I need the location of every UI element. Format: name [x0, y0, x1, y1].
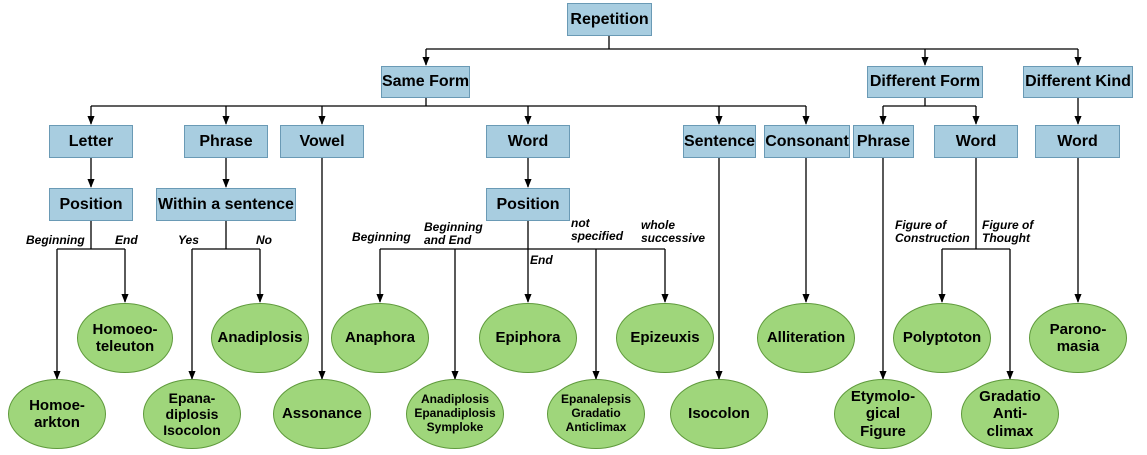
label-not-specified: not specified: [571, 216, 624, 244]
label-beginning-and-end: Beginning and End: [424, 220, 483, 248]
node-within-sentence: Within a sentence: [156, 188, 296, 221]
node-df-word: Word: [934, 125, 1018, 158]
leaf-anadiplosis-group: Anadiplosis Epanadiplosis Symploke: [406, 379, 504, 449]
node-repetition: Repetition: [567, 3, 652, 36]
leaf-polyptoton: Polyptoton: [893, 303, 991, 373]
node-letter: Letter: [49, 125, 133, 158]
node-vowel: Vowel: [280, 125, 364, 158]
label-whole-successive: whole successive: [641, 218, 706, 246]
leaf-anadiplosis: Anadiplosis: [211, 303, 309, 373]
node-sentence: Sentence: [683, 125, 756, 158]
label-beginning-letter: Beginning: [26, 233, 85, 247]
leaf-homoeoteleuton: Homoeo- teleuton: [77, 303, 173, 373]
node-different-kind: Different Kind: [1023, 66, 1133, 98]
leaf-epiphora: Epiphora: [479, 303, 577, 373]
label-yes: Yes: [178, 233, 199, 247]
label-figure-construction: Figure of Construction: [895, 218, 970, 246]
leaf-epanalepsis-group: Epanalepsis Gradatio Anticlimax: [547, 379, 645, 449]
leaf-anaphora: Anaphora: [331, 303, 429, 373]
leaf-homoeoarkton: Homoe- arkton: [8, 379, 106, 449]
leaf-etymological-figure: Etymolo- gical Figure: [834, 379, 932, 449]
label-figure-thought: Figure of Thought: [982, 218, 1034, 246]
leaf-epizeuxis: Epizeuxis: [616, 303, 714, 373]
leaf-isocolon: Isocolon: [670, 379, 768, 449]
leaf-gradatio-anticlimax: Gradatio Anti- climax: [961, 379, 1059, 449]
node-different-form: Different Form: [867, 66, 983, 98]
label-end-word: End: [530, 253, 553, 267]
node-word: Word: [486, 125, 570, 158]
node-word-position: Position: [486, 188, 570, 221]
leaf-alliteration: Alliteration: [757, 303, 855, 373]
leaf-epanadiplosis-isocolon: Epana- diplosis Isocolon: [143, 379, 241, 449]
node-phrase: Phrase: [184, 125, 268, 158]
node-same-form: Same Form: [381, 66, 470, 98]
node-dk-word: Word: [1035, 125, 1120, 158]
node-consonant: Consonant: [764, 125, 850, 158]
leaf-assonance: Assonance: [273, 379, 371, 449]
label-end-letter: End: [115, 233, 138, 247]
label-beginning-word: Beginning: [352, 230, 411, 244]
node-letter-position: Position: [49, 188, 133, 221]
leaf-paronomasia: Parono- masia: [1029, 303, 1127, 373]
node-df-phrase: Phrase: [853, 125, 914, 158]
label-no: No: [256, 233, 272, 247]
